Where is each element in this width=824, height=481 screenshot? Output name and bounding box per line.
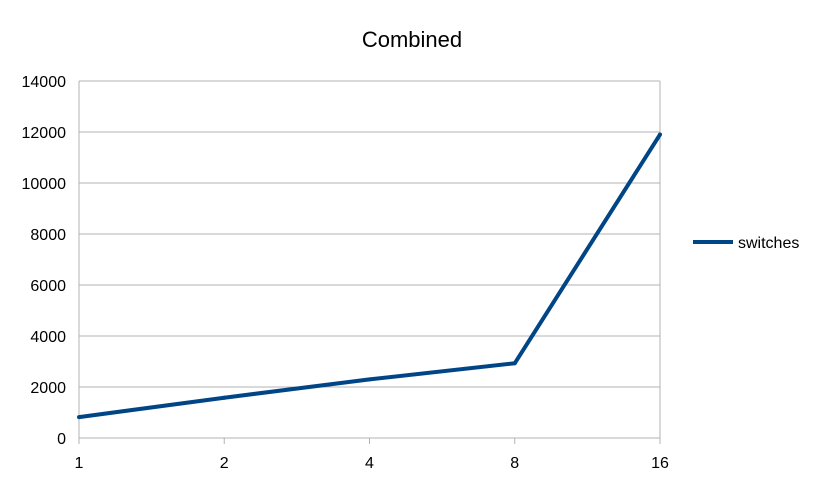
x-tick-label: 8 [510, 455, 519, 472]
grid-layer [79, 80, 660, 439]
x-tick-label: 16 [651, 455, 669, 472]
y-tick-label: 14000 [22, 74, 67, 91]
chart-title: Combined [362, 27, 462, 52]
y-tick-label: 12000 [22, 125, 67, 142]
y-tick-label: 6000 [30, 278, 66, 295]
x-tick-label: 4 [365, 455, 374, 472]
x-tick-label: 2 [220, 455, 229, 472]
y-tick-label: 0 [57, 431, 66, 448]
legend: switches [693, 235, 799, 252]
data-point [222, 395, 227, 400]
series-layer [77, 132, 662, 420]
data-point [512, 361, 517, 366]
x-tick-label: 1 [75, 455, 84, 472]
legend-label: switches [738, 235, 799, 252]
y-tick-label: 10000 [22, 176, 67, 193]
y-tick-label: 8000 [30, 227, 66, 244]
y-tick-label: 4000 [30, 329, 66, 346]
data-point [658, 132, 662, 137]
y-tick-label: 2000 [30, 380, 66, 397]
data-point [367, 377, 372, 382]
axis-layer: 0 2000 4000 6000 8000 10000 12000 14000 1 2 4 8 16 [22, 74, 670, 472]
data-point [77, 415, 81, 420]
